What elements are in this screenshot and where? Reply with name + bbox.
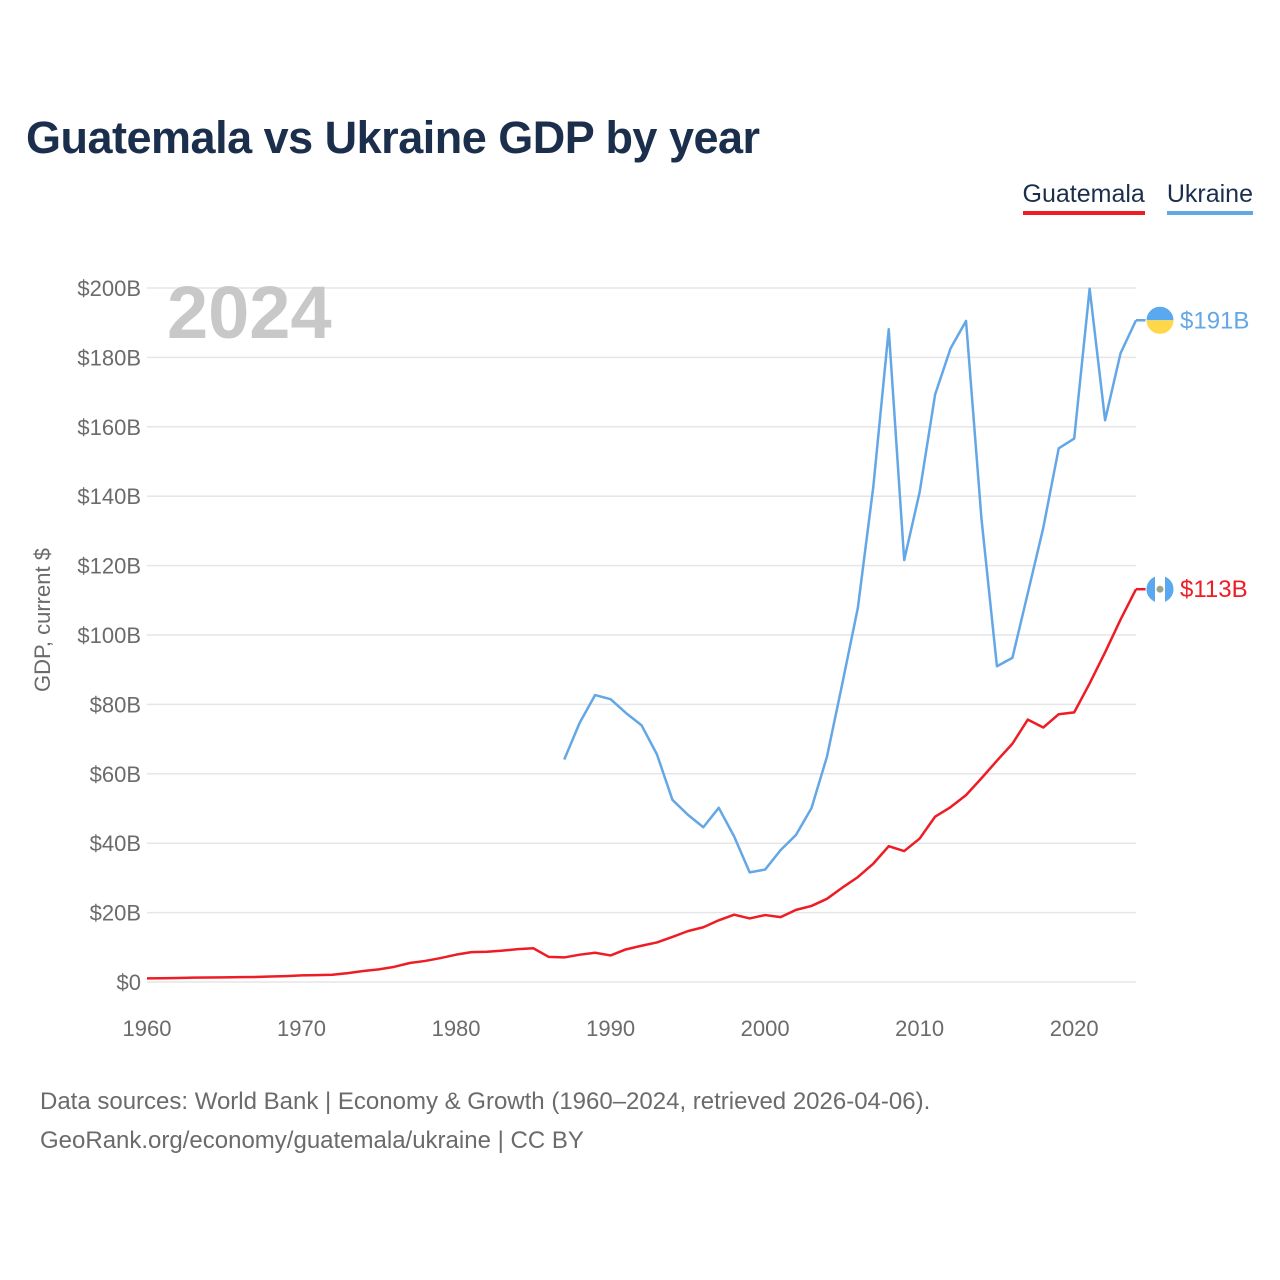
series-line-ukraine[interactable] (563, 287, 1138, 874)
series-line-guatemala[interactable] (146, 588, 1138, 980)
year-watermark: 2024 (167, 271, 332, 354)
footer-source: Data sources: World Bank | Economy & Gro… (40, 1088, 931, 1115)
end-value-label-ukraine: $191B (1180, 307, 1249, 334)
x-tick-label-0: 1960 (123, 1016, 172, 1041)
series-layer (146, 287, 1138, 980)
legend-item-guatemala[interactable]: Guatemala (1022, 180, 1145, 215)
y-tick-label-7: $140B (77, 484, 141, 509)
y-axis-title: GDP, current $ (30, 548, 55, 692)
legend-item-ukraine[interactable]: Ukraine (1166, 180, 1253, 215)
y-tick-label-8: $160B (77, 415, 141, 440)
y-tick-label-1: $20B (90, 901, 141, 926)
y-tick-label-4: $80B (90, 692, 141, 717)
x-tick-label-1: 1970 (277, 1016, 326, 1041)
end-value-label-guatemala: $113B (1180, 576, 1248, 603)
y-axis: $0 $20B $40B $60B $80B $100B $120B $140B $160B $1… (77, 276, 141, 995)
y-tick-label-10: $200B (77, 276, 141, 301)
y-tick-label-2: $40B (90, 831, 141, 856)
x-tick-label-3: 1990 (586, 1016, 635, 1041)
y-tick-label-5: $100B (77, 623, 141, 648)
x-tick-label-2: 1980 (432, 1016, 481, 1041)
y-tick-label-0: $0 (117, 970, 141, 995)
footer: Data sources: World Bank | Economy & Gro… (40, 1082, 930, 1160)
legend: Guatemala Ukraine (1022, 180, 1253, 215)
x-tick-label-4: 2000 (741, 1016, 790, 1041)
y-tick-label-9: $180B (77, 345, 141, 370)
guatemala-flag-icon (1145, 574, 1175, 604)
y-tick-label-6: $120B (77, 554, 141, 579)
y-tick-label-3: $60B (90, 762, 141, 787)
end-marker-layer: $113B $191B (1136, 305, 1249, 604)
x-tick-label-5: 2010 (895, 1016, 944, 1041)
chart-title: Guatemala vs Ukraine GDP by year (26, 112, 760, 163)
x-tick-label-6: 2020 (1050, 1016, 1099, 1041)
grid-layer (147, 287, 1136, 983)
footer-link[interactable]: GeoRank.org/economy/guatemala/ukraine | … (40, 1127, 584, 1154)
ukraine-flag-icon (1145, 305, 1175, 335)
x-axis: 1960 1970 1980 1990 2000 2010 2020 (123, 1016, 1099, 1041)
